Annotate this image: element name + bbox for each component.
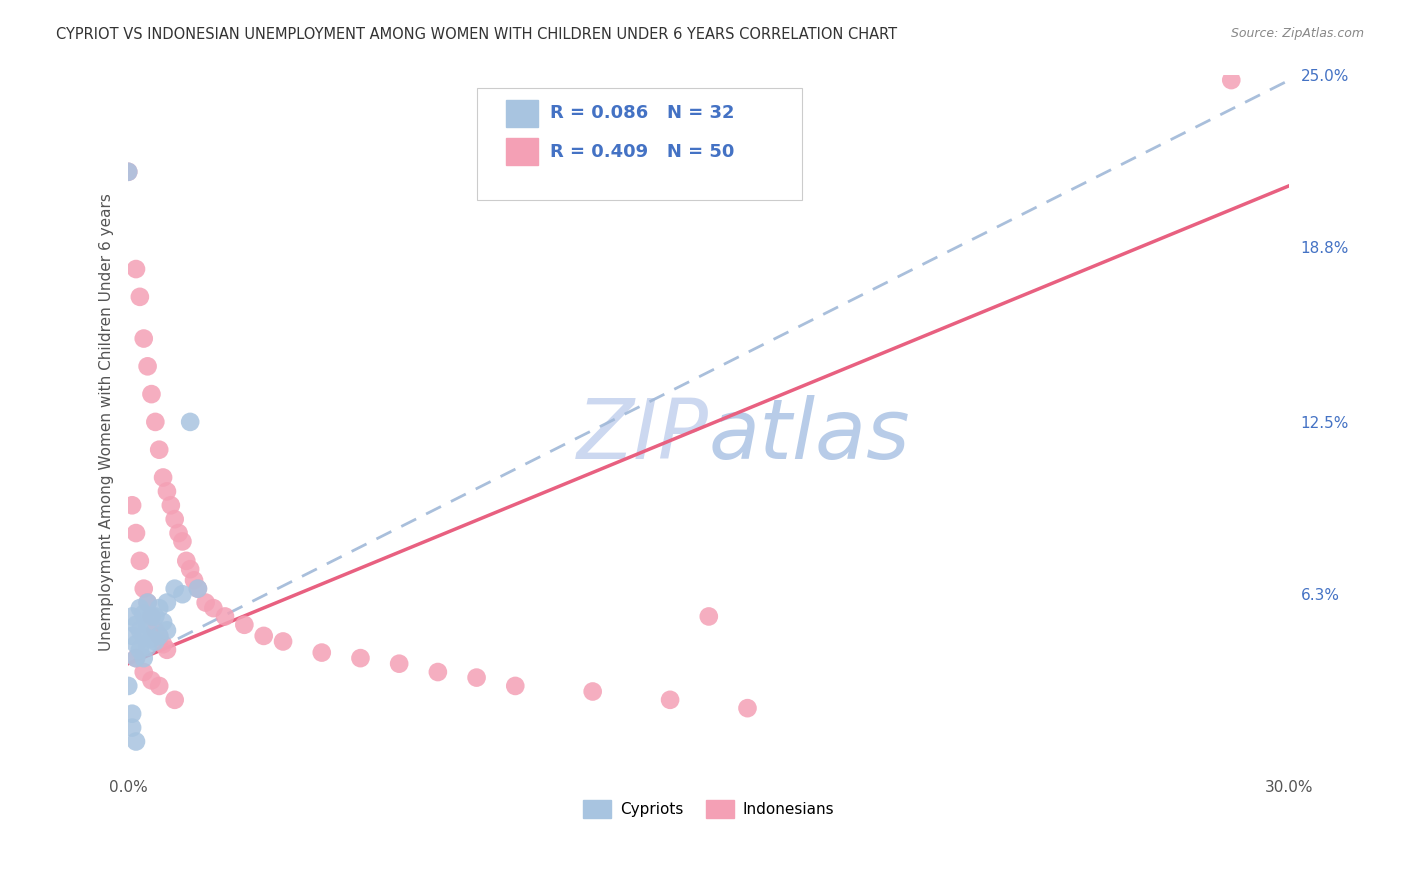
Point: [349, 651, 371, 665]
Point: [136, 640, 159, 654]
Point: [141, 632, 163, 646]
Point: [136, 596, 159, 610]
Legend: Cypriots, Indonesians: Cypriots, Indonesians: [576, 795, 841, 824]
Point: [156, 642, 179, 657]
Point: [128, 601, 150, 615]
Bar: [506, 100, 538, 127]
Point: [117, 679, 139, 693]
Point: [121, 629, 143, 643]
Point: [121, 609, 143, 624]
Point: [132, 582, 155, 596]
Point: [156, 596, 179, 610]
Point: [148, 629, 170, 643]
Point: [582, 684, 605, 698]
Point: [143, 634, 166, 648]
Point: [125, 637, 148, 651]
Point: [117, 165, 139, 179]
Text: Source: ZipAtlas.com: Source: ZipAtlas.com: [1230, 27, 1364, 40]
Point: [503, 679, 526, 693]
Point: [233, 617, 256, 632]
Point: [159, 498, 181, 512]
Point: [152, 637, 174, 651]
Point: [148, 601, 170, 615]
Point: [163, 512, 186, 526]
Point: [141, 609, 163, 624]
Text: R = 0.409   N = 50: R = 0.409 N = 50: [550, 144, 734, 161]
Point: [143, 609, 166, 624]
Point: [121, 721, 143, 735]
Point: [202, 601, 225, 615]
Point: [163, 693, 186, 707]
FancyBboxPatch shape: [477, 88, 801, 200]
Text: ZIP: ZIP: [576, 395, 709, 476]
Point: [152, 615, 174, 629]
Text: R = 0.086   N = 32: R = 0.086 N = 32: [550, 104, 734, 122]
Point: [141, 673, 163, 688]
Point: [121, 706, 143, 721]
Point: [172, 587, 194, 601]
Point: [1220, 73, 1243, 87]
Point: [152, 470, 174, 484]
Point: [388, 657, 411, 671]
Y-axis label: Unemployment Among Women with Children Under 6 years: Unemployment Among Women with Children U…: [100, 193, 114, 651]
Point: [156, 484, 179, 499]
Point: [465, 671, 488, 685]
Point: [128, 554, 150, 568]
Point: [426, 665, 449, 679]
Point: [132, 651, 155, 665]
Point: [143, 624, 166, 638]
Point: [214, 609, 236, 624]
Point: [132, 332, 155, 346]
Point: [132, 629, 155, 643]
Point: [167, 526, 190, 541]
Point: [125, 617, 148, 632]
Point: [125, 651, 148, 665]
Point: [143, 415, 166, 429]
Point: [179, 562, 201, 576]
Point: [125, 526, 148, 541]
Point: [128, 624, 150, 638]
Point: [737, 701, 759, 715]
Point: [117, 165, 139, 179]
Point: [141, 609, 163, 624]
Point: [128, 642, 150, 657]
Point: [148, 679, 170, 693]
Point: [183, 574, 205, 588]
Text: atlas: atlas: [709, 395, 911, 476]
Point: [125, 651, 148, 665]
Point: [132, 607, 155, 621]
Point: [194, 596, 217, 610]
Point: [128, 290, 150, 304]
Point: [132, 665, 155, 679]
Point: [141, 387, 163, 401]
Point: [179, 415, 201, 429]
Bar: [506, 138, 538, 165]
Point: [125, 734, 148, 748]
Point: [176, 554, 198, 568]
Point: [311, 646, 333, 660]
Point: [271, 634, 294, 648]
Point: [121, 498, 143, 512]
Point: [136, 596, 159, 610]
Point: [163, 582, 186, 596]
Point: [136, 359, 159, 374]
Point: [136, 617, 159, 632]
Text: CYPRIOT VS INDONESIAN UNEMPLOYMENT AMONG WOMEN WITH CHILDREN UNDER 6 YEARS CORRE: CYPRIOT VS INDONESIAN UNEMPLOYMENT AMONG…: [56, 27, 897, 42]
Point: [187, 582, 209, 596]
Point: [187, 582, 209, 596]
Point: [125, 262, 148, 277]
Point: [148, 629, 170, 643]
Point: [148, 442, 170, 457]
Point: [156, 624, 179, 638]
Point: [659, 693, 682, 707]
Point: [172, 534, 194, 549]
Point: [697, 609, 720, 624]
Point: [253, 629, 276, 643]
